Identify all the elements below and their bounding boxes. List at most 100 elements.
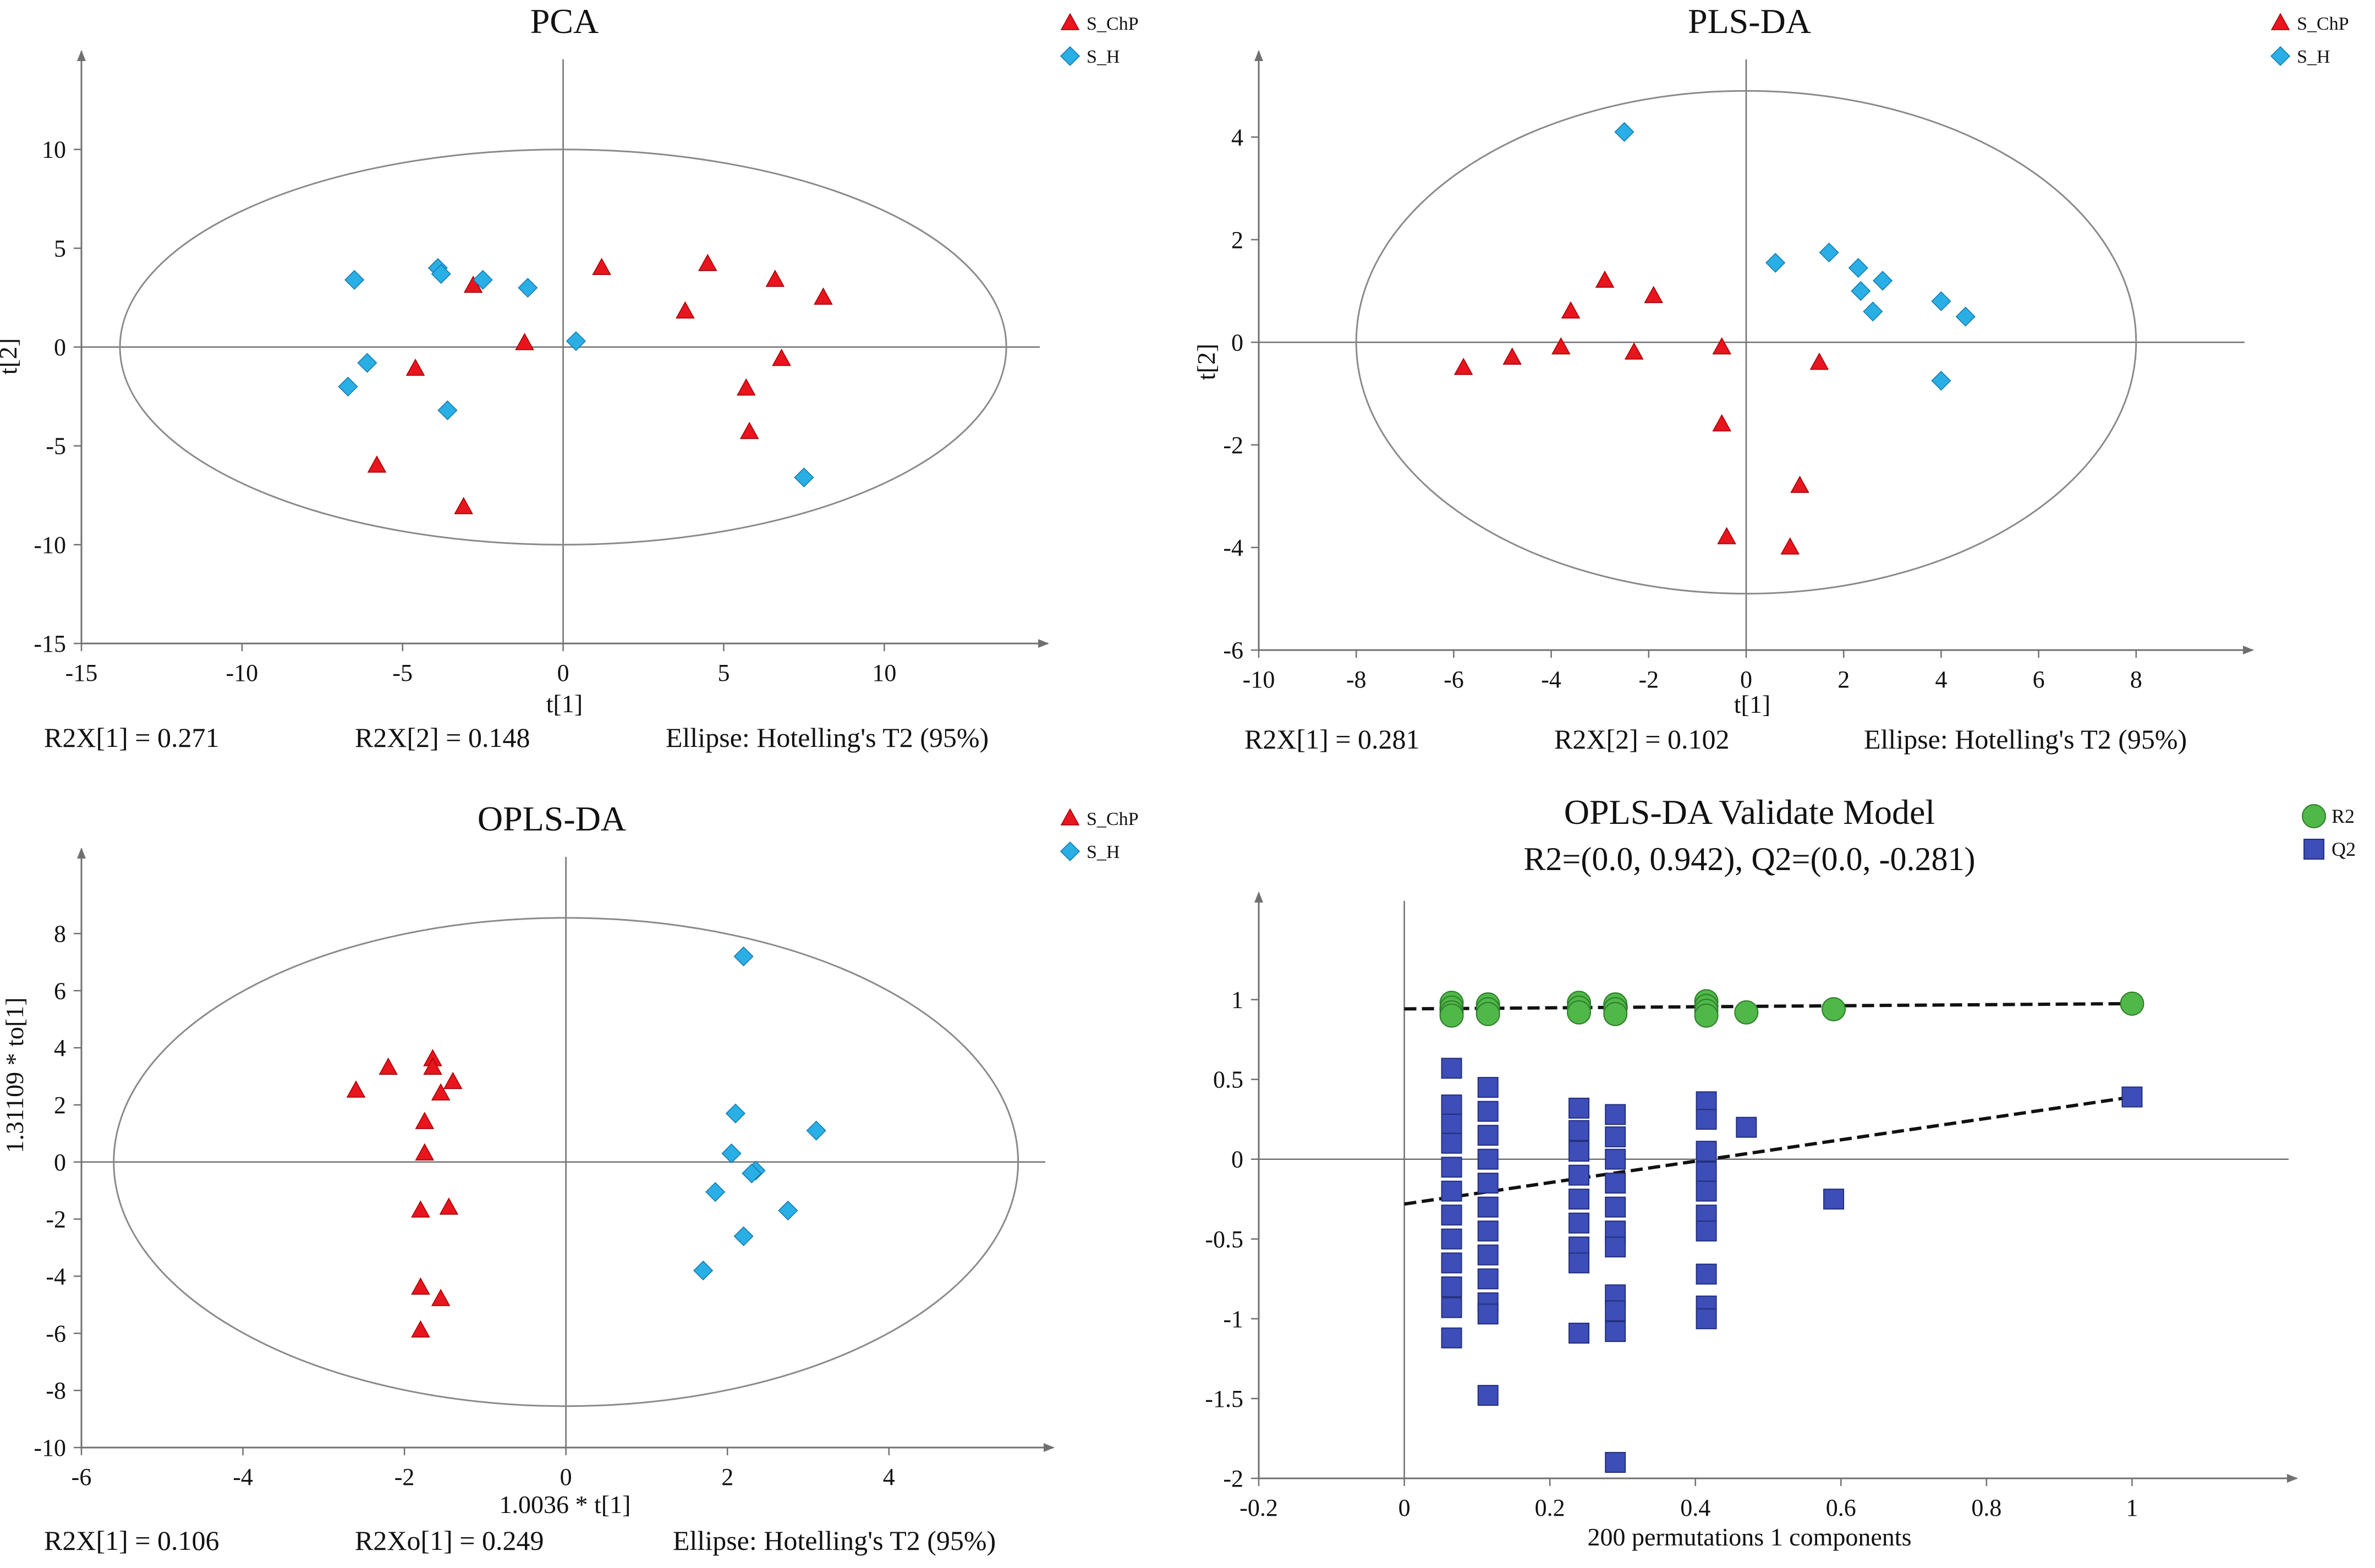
y-tick-label: -6 <box>46 1320 66 1347</box>
data-point <box>1712 414 1731 432</box>
data-point <box>1477 1196 1499 1218</box>
data-point <box>1441 1276 1462 1297</box>
regression-line-q2 <box>1404 1095 2132 1206</box>
data-point <box>721 1143 742 1164</box>
y-tick-label: -2 <box>1223 432 1243 459</box>
data-point <box>725 1103 745 1124</box>
x-tick-label: -6 <box>1444 666 1464 693</box>
x-tick-label: -10 <box>1243 666 1275 693</box>
data-point <box>1696 1263 1717 1285</box>
data-point <box>1568 1164 1590 1186</box>
regression-line-r2 <box>1404 1002 2132 1011</box>
data-point <box>1441 1297 1462 1318</box>
data-point <box>1477 1077 1499 1098</box>
y-tick-label: -2 <box>1223 1465 1243 1492</box>
legend-label: S_H <box>2297 47 2330 67</box>
data-point <box>367 455 387 473</box>
data-point <box>1931 291 1951 311</box>
data-point <box>814 287 833 305</box>
data-point <box>1476 1002 1500 1026</box>
data-point <box>742 1163 762 1184</box>
data-point <box>1863 301 1883 322</box>
data-point <box>1441 1252 1462 1274</box>
data-point <box>1502 347 1522 365</box>
data-point <box>1734 1000 1759 1025</box>
data-point <box>1477 1385 1499 1406</box>
data-point <box>411 1277 430 1295</box>
x-tick-label: 0.6 <box>1826 1494 1856 1521</box>
data-point <box>411 1200 430 1218</box>
legend-label: S_ChP <box>1087 809 1139 829</box>
data-point <box>1477 1101 1499 1122</box>
data-point <box>1605 1236 1626 1258</box>
data-point <box>1696 1220 1717 1242</box>
data-point <box>431 1289 451 1306</box>
legend: S_ChP S_H <box>1060 808 1139 862</box>
data-point <box>1696 1141 1717 1162</box>
data-point <box>1568 1097 1590 1119</box>
chart-pca: -15 -10 -5 0 5 10 -15 -10 -5 0 5 10 PCA t[1] t[2] R2X[1… <box>0 2 1139 753</box>
chart-oplsda: -6 -4 -2 0 2 4 -10 -8 -6 -4 -2 0 2 4 6 8 OPLS-DA 1.0036 *… <box>1 799 1139 1556</box>
y-axis-label: t[2] <box>1192 344 1220 380</box>
data-point <box>379 1057 398 1075</box>
data-point <box>2121 1086 2143 1108</box>
data-point <box>454 497 473 514</box>
data-point <box>1696 1091 1717 1113</box>
y-tick-label: 5 <box>54 235 66 262</box>
data-point <box>1605 1104 1626 1125</box>
data-point <box>415 1143 435 1160</box>
y-tick-label: 6 <box>54 977 66 1004</box>
legend-marker <box>1060 808 1080 826</box>
legend-label: S_H <box>1087 842 1120 862</box>
y-tick-label: 4 <box>54 1035 66 1061</box>
chart-plsda: -10 -8 -6 -4 -2 0 2 4 6 8 -6 -4 -2 0 2 4 PLS-DA t[1] t[2] R… <box>1192 2 2349 755</box>
series-s-chp <box>1453 270 1829 555</box>
data-point <box>1696 1308 1717 1329</box>
series-s-h <box>1614 122 1976 391</box>
data-point <box>1477 1173 1499 1194</box>
data-point <box>1605 1148 1626 1170</box>
data-point <box>1441 1058 1462 1079</box>
stat-text: R2X[1] = 0.106 <box>44 1525 219 1556</box>
data-point <box>415 1112 435 1129</box>
data-point <box>733 946 754 967</box>
data-point <box>1568 1212 1590 1234</box>
y-tick-label: 0 <box>1231 329 1243 356</box>
legend: R2 Q2 <box>2302 804 2356 860</box>
data-point <box>806 1120 826 1141</box>
data-point <box>423 1057 442 1075</box>
data-point <box>693 1261 714 1281</box>
data-point <box>1809 353 1829 370</box>
y-tick-label: 2 <box>54 1092 66 1119</box>
data-point <box>1441 1204 1462 1226</box>
data-point <box>1696 1161 1717 1182</box>
data-point <box>1441 1228 1462 1250</box>
x-tick-label: 0.2 <box>1535 1494 1565 1521</box>
data-point <box>765 269 785 287</box>
stat-text: R2X[2] = 0.148 <box>355 722 530 753</box>
series-s-chp <box>367 254 833 514</box>
data-point <box>1441 1327 1462 1349</box>
stat-text: R2X[1] = 0.281 <box>1244 724 1419 755</box>
y-tick-label: -1 <box>1223 1306 1243 1333</box>
data-point <box>1605 1300 1626 1322</box>
data-point <box>1453 357 1473 375</box>
y-tick-label: 0 <box>54 334 66 361</box>
x-tick-label: -10 <box>226 659 259 686</box>
data-point <box>705 1182 726 1202</box>
data-point <box>518 278 538 298</box>
data-point <box>1441 1132 1462 1154</box>
y-tick-label: -5 <box>46 433 66 460</box>
stat-text: Ellipse: Hotelling's T2 (95%) <box>666 722 989 753</box>
legend: S_ChP S_H <box>2270 13 2349 67</box>
series-r2 <box>1439 989 2144 1028</box>
y-tick-label: -10 <box>34 1434 66 1461</box>
data-point <box>439 1197 459 1215</box>
data-point <box>1477 1220 1499 1242</box>
data-point <box>357 353 377 373</box>
x-axis-label: t[1] <box>1734 690 1770 718</box>
data-point <box>443 1071 463 1090</box>
series-s-h <box>338 258 814 488</box>
